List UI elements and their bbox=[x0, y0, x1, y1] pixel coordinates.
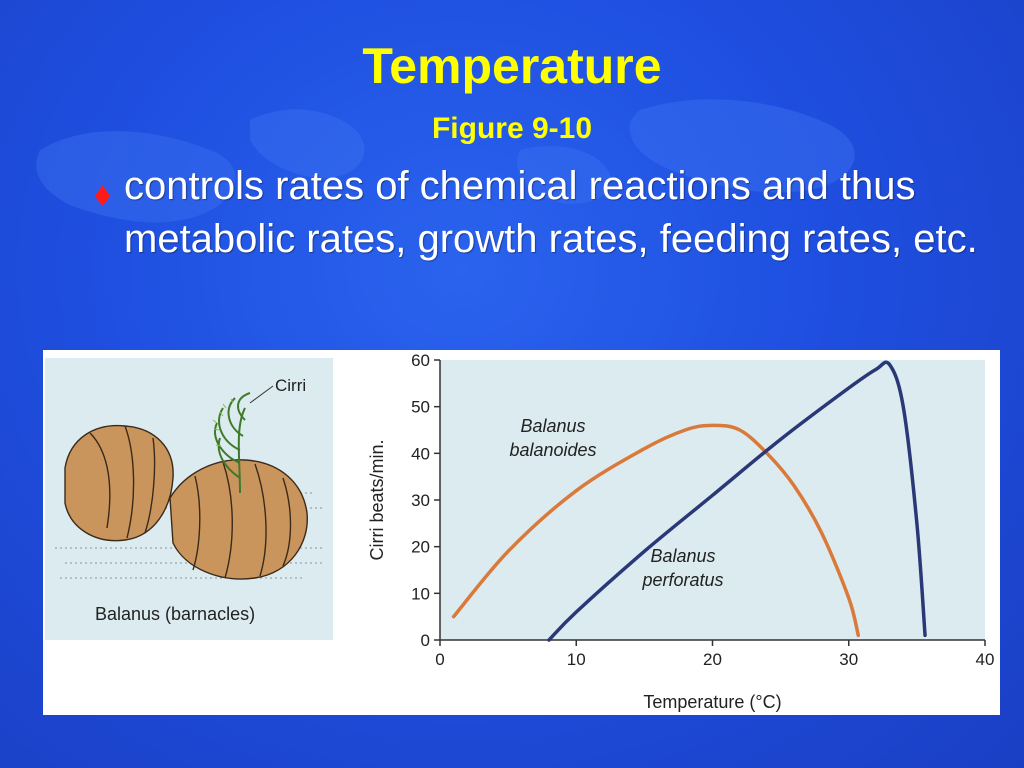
x-tick-label: 10 bbox=[567, 650, 586, 669]
chart-axes: 0 10 20 30 40 50 60 0 10 20 30 40 Temperature (°C) Ci… bbox=[367, 351, 994, 712]
y-tick-label: 50 bbox=[411, 398, 430, 417]
x-tick-label: 20 bbox=[703, 650, 722, 669]
y-tick-label: 20 bbox=[411, 538, 430, 557]
series-label: Balanus bbox=[520, 416, 585, 436]
chart-series bbox=[451, 360, 927, 642]
series-line-balanoides bbox=[451, 423, 861, 638]
figure-panel: Cirri Balanus (barnacles) 0 10 20 30 40 50 60 0… bbox=[43, 350, 1000, 715]
x-axis-label: Temperature (°C) bbox=[643, 692, 781, 712]
y-tick-label: 40 bbox=[411, 444, 430, 463]
series-line-perforatus bbox=[547, 360, 927, 642]
series-label: Balanus bbox=[650, 546, 715, 566]
bullet-text: controls rates of chemical reactions and… bbox=[124, 164, 978, 261]
y-axis-label: Cirri beats/min. bbox=[367, 439, 387, 560]
chart-labels: Balanus balanoides Balanus perforatus bbox=[509, 416, 723, 590]
series-label: perforatus bbox=[641, 570, 723, 590]
plot-background bbox=[440, 360, 985, 640]
x-tick-label: 30 bbox=[839, 650, 858, 669]
series-label: balanoides bbox=[509, 440, 596, 460]
cirri-label: Cirri bbox=[275, 376, 306, 395]
barnacle-drawing: Cirri Balanus (barnacles) bbox=[55, 376, 325, 624]
line-chart: 0 10 20 30 40 50 60 0 10 20 30 40 Temperature (°C) Ci… bbox=[367, 351, 994, 712]
x-tick-label: 0 bbox=[435, 650, 444, 669]
y-tick-label: 30 bbox=[411, 491, 430, 510]
barnacle-illustration: Cirri Balanus (barnacles) bbox=[45, 358, 333, 640]
y-tick-label: 0 bbox=[421, 631, 430, 650]
slide-title: Temperature bbox=[362, 38, 662, 94]
diamond-bullet-icon: ♦ bbox=[90, 180, 116, 213]
x-tick-label: 40 bbox=[976, 650, 995, 669]
y-tick-label: 10 bbox=[411, 584, 430, 603]
illustration-caption: Balanus (barnacles) bbox=[95, 604, 255, 624]
y-tick-label: 60 bbox=[411, 351, 430, 370]
slide-subtitle: Figure 9-10 bbox=[431, 112, 593, 145]
